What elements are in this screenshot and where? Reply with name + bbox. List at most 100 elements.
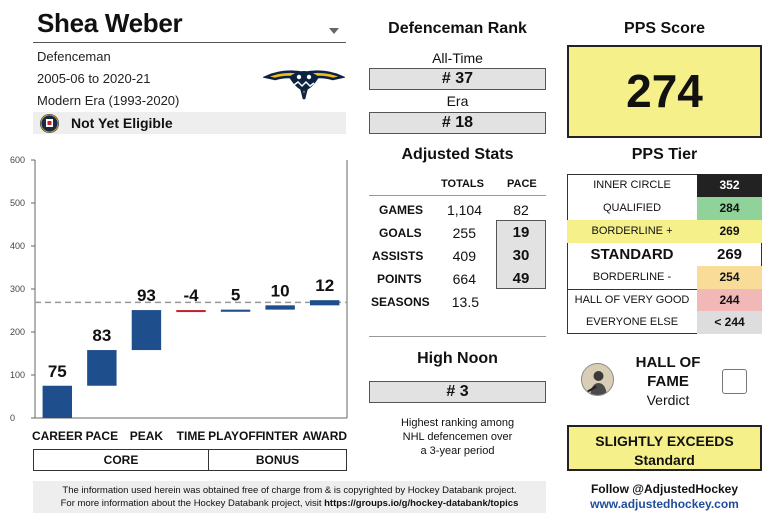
bar-value-label: 5 (231, 286, 240, 305)
pps-score-title: PPS Score (624, 20, 705, 37)
tier-value-borderline-minus: 254 (697, 266, 762, 289)
stat-total-seasons: 13.5 (451, 294, 479, 310)
bar-peak (131, 310, 162, 351)
tier-label-everyone-else: EVERYONE ELSE (585, 316, 679, 328)
x-category-label: PLAYOFF (208, 429, 263, 443)
y-tick-label: 500 (10, 198, 25, 208)
defenceman-rank-title: Defenceman Rank (388, 20, 527, 37)
tier-value-hall-of-very-good: 244 (697, 289, 762, 312)
player-photo-avatar (581, 363, 614, 396)
bar-value-label: 83 (92, 326, 111, 345)
y-tick-label: 0 (10, 413, 15, 423)
tier-value-borderline-plus: 269 (697, 220, 762, 243)
bar-time (176, 310, 206, 313)
stats-header-divider (369, 195, 546, 196)
tier-value-inner-circle: 352 (697, 174, 762, 197)
hof-verdict-subtitle: Verdict (646, 392, 690, 408)
y-tick-label: 200 (10, 327, 25, 337)
stat-total-assists: 409 (452, 248, 476, 264)
tier-value-standard: 269 (716, 246, 743, 263)
pps-score-value: 274 (626, 65, 703, 117)
bar-value-label: -4 (183, 286, 199, 305)
bar-career (42, 385, 72, 418)
group-label-core: CORE (33, 449, 209, 471)
tier-row-qualified: QUALIFIED 284 (567, 197, 762, 220)
tier-divider (567, 289, 762, 290)
x-category-label: AWARD (302, 429, 347, 443)
tier-row-hall-of-very-good: HALL OF VERY GOOD 244 (567, 289, 762, 312)
x-category-label: PACE (86, 429, 118, 443)
y-tick-label: 300 (10, 284, 25, 294)
stat-total-points: 664 (452, 271, 476, 287)
y-tick-label: 600 (10, 155, 25, 165)
player-name: Shea Weber (37, 8, 183, 38)
all-time-rank: # 37 (369, 68, 546, 90)
hof-verdict-title-2: FAME (647, 373, 689, 390)
tier-label-hall-of-very-good: HALL OF VERY GOOD (574, 294, 690, 306)
high-noon-title: High Noon (417, 350, 498, 367)
y-tick-label: 400 (10, 241, 25, 251)
x-category-label: PEAK (130, 429, 164, 443)
pps-waterfall-chart: 0 100 200 300 400 500 600 75 CAREER 83 PACE 93 PEAK -… (10, 155, 348, 443)
hof-status: Not Yet Eligible (71, 115, 173, 131)
stat-total-goals: 255 (452, 225, 476, 241)
y-tick-label: 100 (10, 370, 25, 380)
era-label: Era (446, 93, 469, 109)
stat-total-games: 1,104 (446, 202, 482, 218)
stat-label-seasons: SEASONS (371, 295, 430, 309)
group-label-bonus: BONUS (208, 449, 347, 471)
footer-line-2: For more information about the Hockey Da… (33, 497, 546, 510)
high-noon-rank: # 3 (369, 381, 546, 403)
era-rank: # 18 (369, 112, 546, 134)
hof-verdict-title-1: HALL OF (635, 354, 701, 371)
bar-playoff (220, 309, 251, 312)
hockey-databank-link[interactable]: https://groups.io/g/hockey-databank/topi… (324, 498, 519, 509)
bar-value-label: 93 (137, 286, 156, 305)
data-credit-footer: The information used herein was obtained… (33, 481, 546, 513)
stats-bottom-divider (369, 336, 546, 337)
bar-pace (87, 350, 117, 386)
stat-pace-goals: 19 (512, 224, 530, 241)
high-noon-note-3: a 3-year period (420, 445, 495, 457)
adjusted-stats-title: Adjusted Stats (401, 146, 514, 163)
tier-row-borderline-plus: BORDERLINE + 269 (567, 220, 762, 243)
stat-pace-games: 82 (513, 202, 529, 218)
high-noon-note-2: NHL defencemen over (402, 431, 513, 443)
hof-verdict-checkbox[interactable] (722, 369, 747, 394)
tier-row-inner-circle: INNER CIRCLE 352 (567, 174, 762, 197)
verdict-line-2: Standard (634, 452, 695, 468)
player-era: Modern Era (1993-2020) (37, 93, 180, 108)
tier-label-qualified: QUALIFIED (602, 202, 662, 214)
tier-row-everyone-else: EVERYONE ELSE < 244 (567, 311, 762, 334)
bar-award (310, 300, 340, 306)
tier-value-everyone-else: < 244 (697, 311, 762, 334)
follow-handle[interactable]: Follow @AdjustedHockey (590, 482, 739, 496)
tier-label-borderline-plus: BORDERLINE + (591, 225, 673, 237)
footer-line-1: The information used herein was obtained… (62, 485, 517, 496)
bar-inter (265, 305, 295, 310)
website-link[interactable]: www.adjustedhockey.com (590, 497, 739, 511)
stat-label-goals: GOALS (379, 226, 422, 240)
tier-label-standard: STANDARD (590, 246, 674, 263)
team-logo (263, 70, 345, 100)
pace-column-header: PACE (507, 178, 537, 190)
verdict-box: SLIGHTLY EXCEEDS Standard (567, 425, 762, 471)
bar-value-label: 10 (271, 281, 290, 300)
stat-pace-points: 49 (512, 270, 530, 287)
x-category-label: CAREER (32, 429, 83, 443)
player-select-dropdown-icon[interactable] (329, 28, 339, 34)
hof-eligibility-row (33, 112, 346, 134)
pps-tier-table (567, 174, 762, 334)
tier-label-inner-circle: INNER CIRCLE (593, 179, 671, 191)
name-divider (33, 42, 346, 43)
x-category-label: TIME (177, 429, 206, 443)
tier-value-qualified: 284 (697, 197, 762, 220)
stat-pace-assists: 30 (512, 247, 530, 264)
high-noon-note-1: Highest ranking among (400, 417, 515, 429)
pace-highlight-box (496, 220, 546, 289)
bar-value-label: 75 (48, 362, 67, 381)
x-category-label: INTER (262, 429, 298, 443)
stat-label-points: POINTS (377, 272, 422, 286)
footer-line-2-prefix: For more information about the Hockey Da… (60, 498, 325, 509)
all-time-label: All-Time (432, 50, 483, 66)
